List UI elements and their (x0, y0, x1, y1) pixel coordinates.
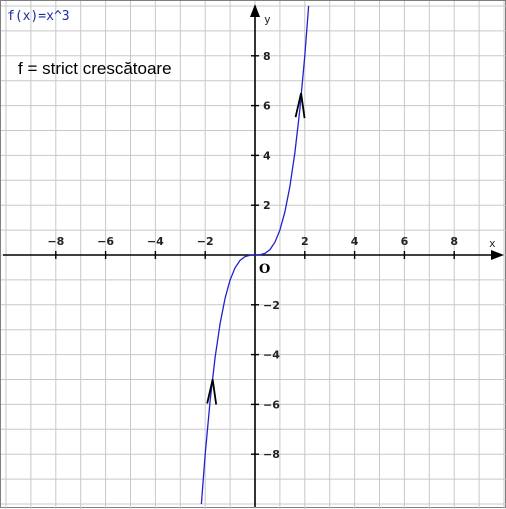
x-tick-label: −8 (47, 235, 64, 248)
monotonicity-note: f = strict crescătoare (18, 59, 172, 78)
axes (3, 4, 504, 507)
y-tick-label: 4 (263, 149, 271, 162)
y-tick-label: 2 (263, 199, 271, 212)
y-tick-label: −4 (263, 349, 280, 362)
y-axis-arrowhead (250, 4, 260, 17)
x-axis-label: x (489, 237, 496, 250)
curve-layer (200, 5, 310, 505)
x-tick-label: −6 (97, 235, 114, 248)
x-axis-arrowhead (491, 250, 504, 260)
x-tick-label: −4 (147, 235, 164, 248)
direction-arrows (206, 92, 306, 405)
y-tick-label: −8 (263, 448, 280, 461)
function-label: f(x)=x^3 (7, 9, 70, 24)
x-tick-label: 8 (450, 235, 458, 248)
y-tick-label: 6 (263, 100, 271, 113)
y-tick-label: 8 (263, 50, 271, 63)
x-tick-label: 6 (401, 235, 409, 248)
tick-marks: −8 −6 −4 −2 2 4 6 8 −8 −6 −4 −2 2 4 6 8 (47, 50, 458, 461)
x-tick-label: −2 (197, 235, 214, 248)
direction-arrow (294, 92, 306, 119)
y-tick-label: −2 (263, 299, 280, 312)
y-axis-label: y (264, 13, 271, 26)
x-tick-label: 2 (301, 235, 309, 248)
y-tick-label: −6 (263, 398, 280, 411)
origin-label: O (259, 262, 270, 277)
direction-arrow (206, 379, 218, 405)
curve-x-cubed (200, 5, 310, 505)
x-tick-label: 4 (351, 235, 359, 248)
